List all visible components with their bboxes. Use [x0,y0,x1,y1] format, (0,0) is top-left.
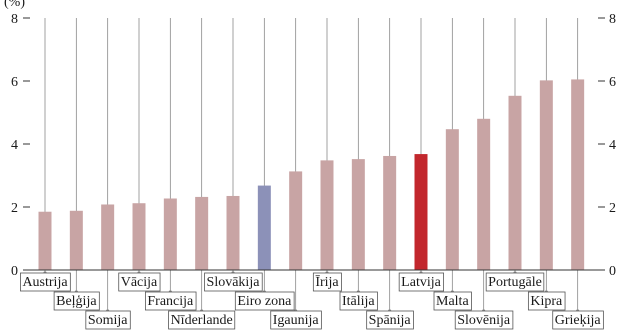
category-label: Portugāle [485,272,545,292]
category-label: Beļģija [53,291,100,311]
category-label-text: Vācija [121,275,158,290]
category-label: Austrija [20,272,71,292]
category-label: Malta [433,291,472,311]
y-tick-label: 2 [11,201,18,216]
bar [320,160,334,270]
category-label-box [20,272,71,292]
category-label: Somija [85,310,131,330]
category-label-text: Slovēnija [457,313,511,328]
category-label-box [552,310,604,330]
category-label-text: Portugāle [488,275,542,290]
bar [289,171,303,270]
category-label: Itālija [339,291,378,311]
category-label: Latvija [398,272,445,292]
bar [69,210,83,270]
category-label: Francija [144,291,197,311]
category-label-text: Latvija [401,275,441,290]
category-label: Kipra [527,291,566,311]
y-tick-label: 4 [11,138,18,153]
y-axis-right: 0 2 4 6 8 [598,12,616,279]
category-labels: Austrija Beļģija Somija Vācija Francija Nīder… [20,272,604,330]
y-tick-label: 8 [609,12,616,27]
y-tick-label: 4 [609,138,616,153]
y-tick-label: 8 [11,12,18,27]
bar [195,196,209,270]
bar [414,154,428,270]
bar [445,129,459,270]
category-label: Spānija [366,310,414,330]
bar [257,185,271,270]
y-unit-label: (%) [4,0,25,10]
category-label-box [53,291,100,311]
category-label-box [527,291,566,311]
category-label-box [312,272,342,292]
bar [383,155,397,270]
category-label-box [234,291,295,311]
category-label-box [168,310,236,330]
category-label-box [204,272,263,292]
y-tick-label: 0 [11,264,18,279]
y-axis-left: 0 2 4 6 8 [11,12,30,279]
bar [571,79,585,270]
category-label: Igaunija [270,310,322,330]
category-label-text: Nīderlande [171,313,233,328]
bar [163,198,177,270]
bar [101,204,115,270]
category-label-text: Kipra [530,294,563,309]
category-label-box [118,272,161,292]
y-tick-label: 2 [609,201,616,216]
category-label-box [433,291,472,311]
category-label-text: Grieķija [555,313,602,328]
category-label-text: Slovākija [207,275,261,290]
category-label-text: Beļģija [56,293,97,309]
category-label-text: Malta [436,294,469,309]
category-label-box [339,291,378,311]
category-label-text: Somija [88,313,128,328]
category-label: Slovēnija [454,310,514,330]
category-label: Īrija [312,272,342,292]
category-label: Grieķija [552,310,604,330]
category-label-text: Spānija [369,313,412,328]
category-label-box [270,310,322,330]
category-label: Nīderlande [168,310,236,330]
category-label-text: Eiro zona [237,294,292,309]
bar [351,159,365,270]
bar [508,95,522,271]
category-label-text: Igaunija [273,313,320,328]
y-tick-label: 6 [11,75,18,90]
category-label-text: Austrija [22,275,68,290]
category-label-text: Francija [147,294,194,309]
bar [132,203,146,270]
category-label: Eiro zona [234,291,295,311]
y-tick-label: 6 [609,75,616,90]
bar [226,195,240,270]
category-label-box [485,272,545,292]
bar [477,118,491,270]
category-label-box [398,272,445,292]
bars [38,79,585,271]
category-label-box [454,310,514,330]
category-label: Slovākija [204,272,263,292]
category-label: Vācija [118,272,161,292]
category-label-box [85,310,131,330]
bar [539,80,553,271]
category-label-box [366,310,414,330]
bar [38,211,52,270]
leader-lines [43,18,580,313]
category-label-text: Itālija [342,294,375,309]
category-label-text: Īrija [315,274,339,290]
y-tick-label: 0 [609,264,616,279]
category-label-box [144,291,197,311]
